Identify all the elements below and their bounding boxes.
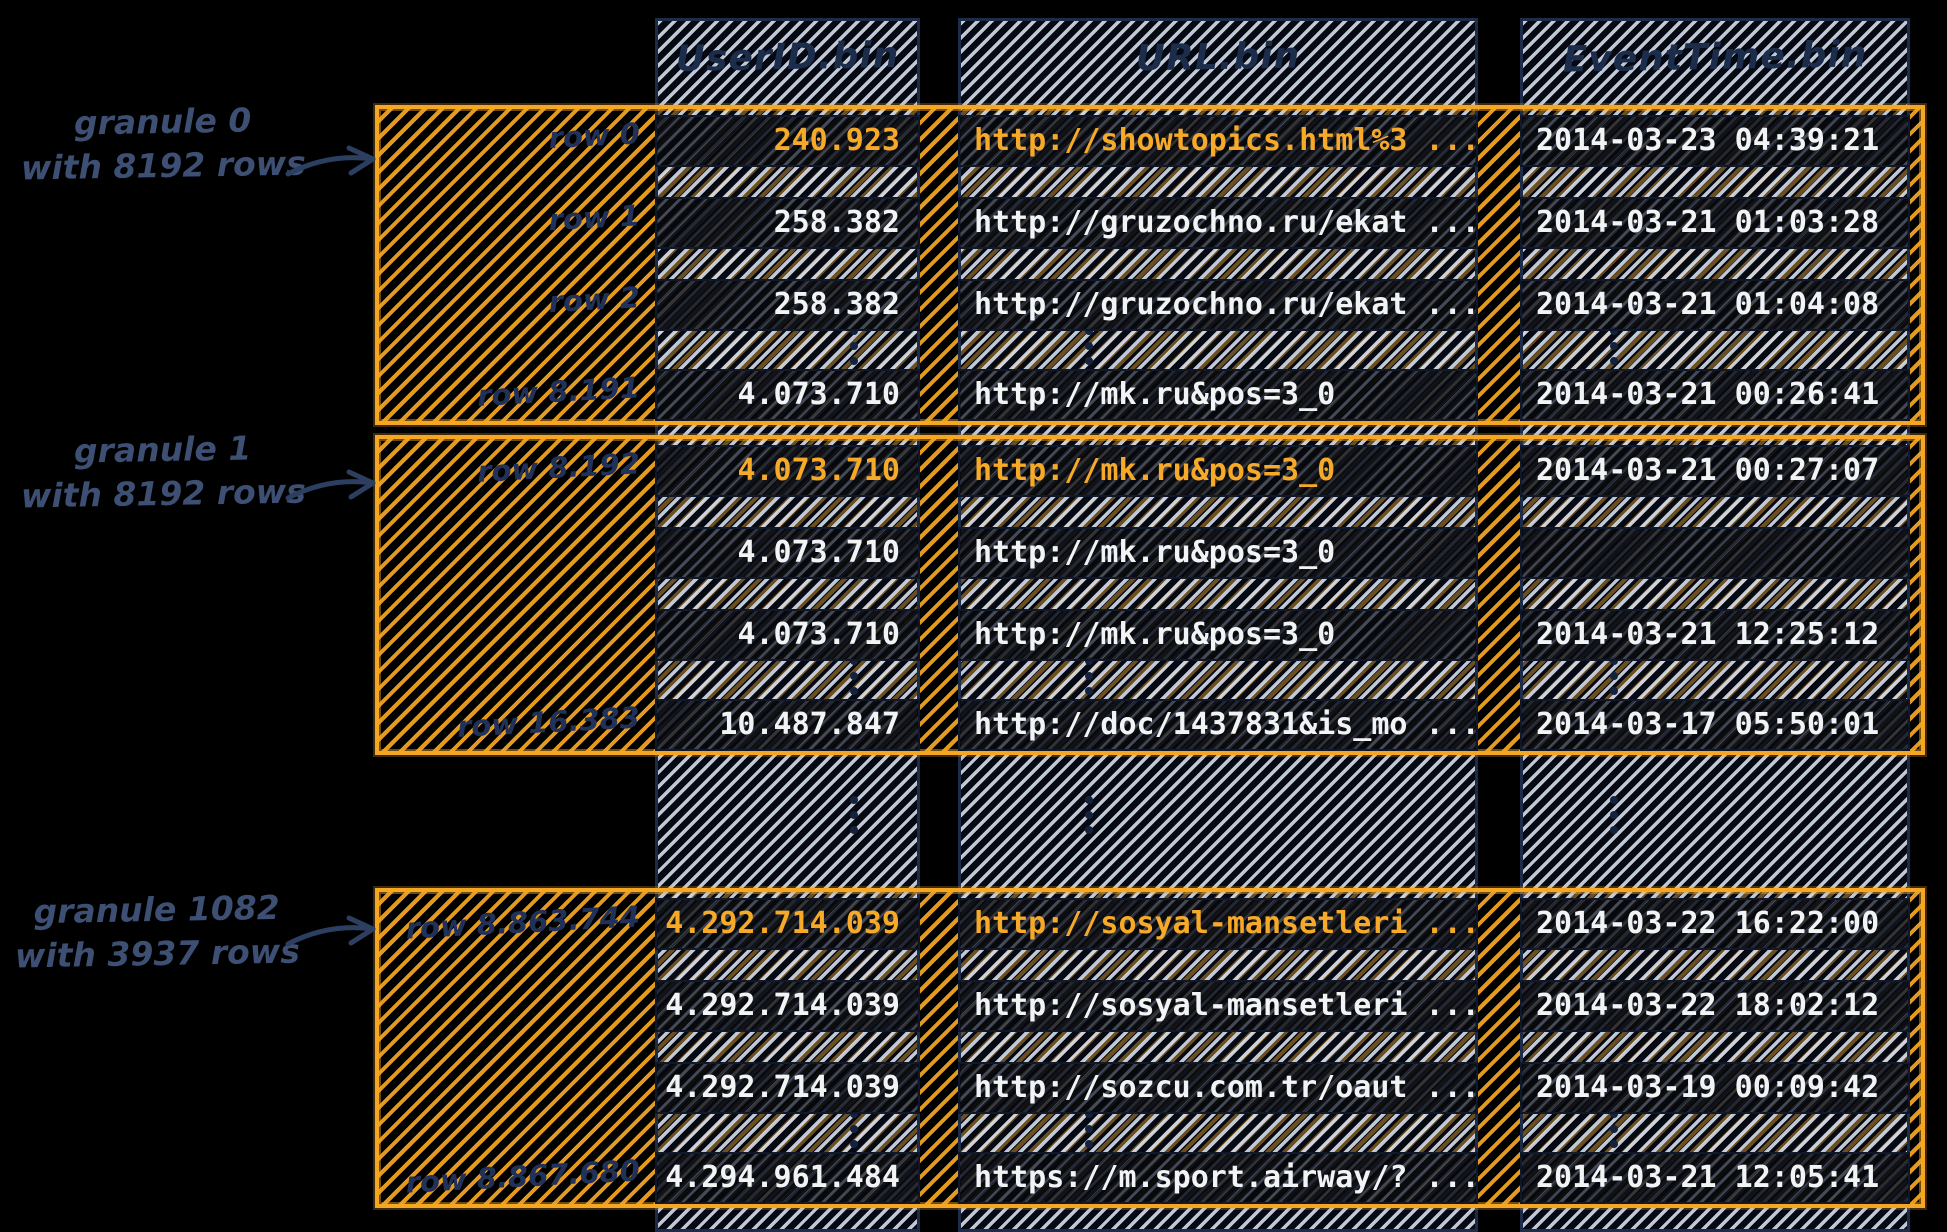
table-cell-userid: 4.294.961.484 xyxy=(655,1152,920,1204)
table-cell-userid: 258.382 xyxy=(655,279,920,331)
table-cell-userid: 4.292.714.039 xyxy=(655,1062,920,1114)
column-header-eventtime: EventTime.bin xyxy=(1562,34,1868,81)
table-cell-eventtime: 2014-03-21 01:04:08 xyxy=(1520,279,1910,331)
granule-2-border xyxy=(375,888,1925,1208)
table-cell-eventtime: 2014-03-22 16:22:00 xyxy=(1520,898,1910,950)
vertical-ellipsis-icon xyxy=(850,1110,858,1148)
table-cell-url: http://doc/1437831&is_mo ... xyxy=(958,699,1478,751)
granule-annotation-line2: with 8192 rows xyxy=(20,471,307,516)
granule-1-annotation: granule 1 with 8192 rows xyxy=(7,425,318,517)
table-cell-eventtime: 2014-03-22 18:02:12 xyxy=(1520,980,1910,1032)
column-header-userid: UserID.bin xyxy=(675,35,900,80)
table-cell-url: http://sosyal-mansetleri ... xyxy=(958,898,1478,950)
granule-annotation-line1: granule 1 xyxy=(73,428,252,471)
table-cell-userid: 240.923 xyxy=(655,115,920,167)
table-cell-userid: 4.292.714.039 xyxy=(655,898,920,950)
table-cell-url: http://sozcu.com.tr/oaut ... xyxy=(958,1062,1478,1114)
table-cell-url: http://gruzochno.ru/ekat ... xyxy=(958,197,1478,249)
table-cell-eventtime: 2014-03-21 12:05:41 xyxy=(1520,1152,1910,1204)
table-cell-url: http://mk.ru&pos=3_0 xyxy=(958,527,1478,579)
table-cell-url: http://mk.ru&pos=3_0 xyxy=(958,609,1478,661)
vertical-ellipsis-icon xyxy=(850,657,858,695)
table-cell-eventtime: 2014-03-17 05:50:01 xyxy=(1520,699,1910,751)
table-cell-userid: 4.073.710 xyxy=(655,527,920,579)
table-cell-userid: 10.487.847 xyxy=(655,699,920,751)
table-cell-userid: 4.073.710 xyxy=(655,445,920,497)
granule-annotation-line1: granule 1082 xyxy=(33,887,281,932)
granule-0-border xyxy=(375,105,1925,425)
table-cell-url: https://m.sport.airway/? ... xyxy=(958,1152,1478,1204)
table-cell-userid: 4.073.710 xyxy=(655,369,920,421)
granule-1-border xyxy=(375,435,1925,755)
table-cell-url: http://gruzochno.ru/ekat ... xyxy=(958,279,1478,331)
vertical-ellipsis-icon xyxy=(1610,796,1618,834)
table-cell-url: http://sosyal-mansetleri ... xyxy=(958,980,1478,1032)
granule-0-annotation: granule 0 with 8192 rows xyxy=(7,97,318,189)
vertical-ellipsis-icon xyxy=(1085,657,1093,695)
vertical-ellipsis-icon xyxy=(1085,327,1093,365)
vertical-ellipsis-icon xyxy=(1610,1110,1618,1148)
table-cell-url: http://mk.ru&pos=3_0 xyxy=(958,445,1478,497)
column-header-url: URL.bin xyxy=(1135,35,1301,80)
table-cell-eventtime: 2014-03-19 00:09:42 xyxy=(1520,1062,1910,1114)
table-cell-eventtime: 2014-03-21 12:25:12 xyxy=(1520,609,1910,661)
table-cell-url: http://showtopics.html%3 ... xyxy=(958,115,1478,167)
vertical-ellipsis-icon xyxy=(1610,327,1618,365)
table-cell-eventtime: 2014-03-23 04:39:21 xyxy=(1520,115,1910,167)
table-cell-eventtime xyxy=(1520,527,1910,579)
vertical-ellipsis-icon xyxy=(850,327,858,365)
table-cell-userid: 258.382 xyxy=(655,197,920,249)
vertical-ellipsis-icon xyxy=(1610,657,1618,695)
granule-annotation-line2: with 8192 rows xyxy=(20,143,307,188)
arrow-icon xyxy=(283,452,383,516)
table-cell-eventtime: 2014-03-21 00:26:41 xyxy=(1520,369,1910,421)
table-cell-eventtime: 2014-03-21 00:27:07 xyxy=(1520,445,1910,497)
table-cell-userid: 4.073.710 xyxy=(655,609,920,661)
table-cell-userid: 4.292.714.039 xyxy=(655,980,920,1032)
granule-annotation-line2: with 3937 rows xyxy=(14,931,301,976)
table-cell-url: http://mk.ru&pos=3_0 xyxy=(958,369,1478,421)
granule-2-annotation: granule 1082 with 3937 rows xyxy=(1,885,312,977)
arrow-icon xyxy=(283,898,383,962)
arrow-icon xyxy=(283,128,383,192)
vertical-ellipsis-icon xyxy=(1085,796,1093,834)
vertical-ellipsis-icon xyxy=(1085,1110,1093,1148)
vertical-ellipsis-icon xyxy=(850,796,858,834)
granule-annotation-line1: granule 0 xyxy=(73,100,252,143)
table-cell-eventtime: 2014-03-21 01:03:28 xyxy=(1520,197,1910,249)
